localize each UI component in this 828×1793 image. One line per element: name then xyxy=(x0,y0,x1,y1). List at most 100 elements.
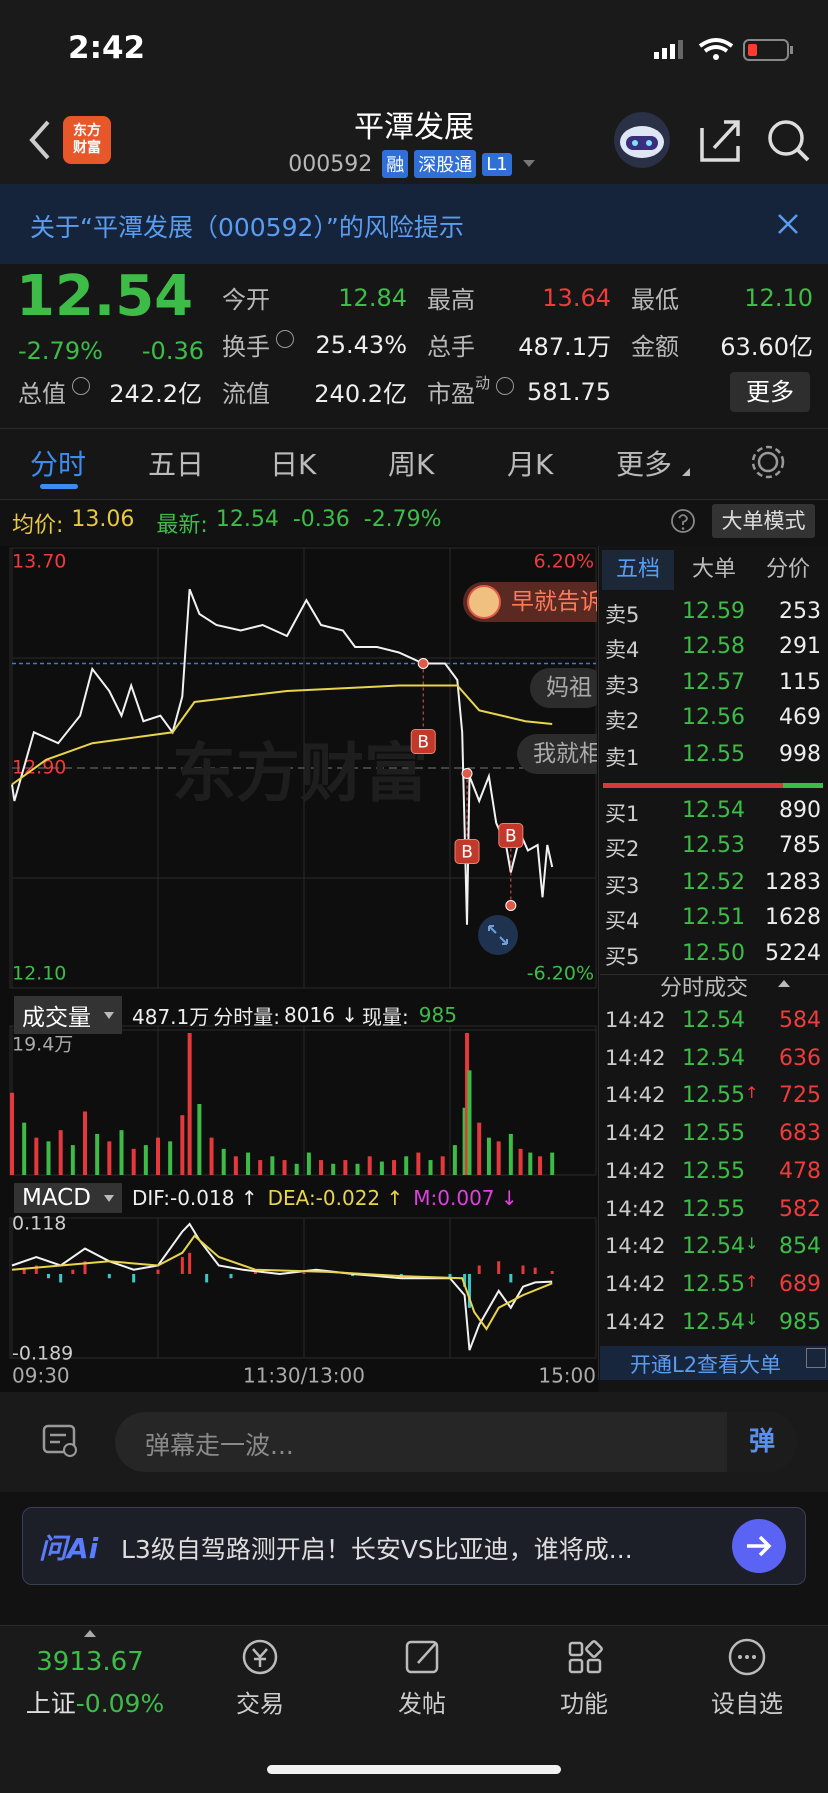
trade-volume: 689 xyxy=(779,1271,821,1297)
stat-value: 240.2亿 xyxy=(314,380,407,408)
danmaku-text: 我就相 xyxy=(533,741,597,767)
robot-button[interactable] xyxy=(614,112,670,168)
index-value[interactable]: 3913.67 xyxy=(36,1647,144,1677)
book-volume: 5224 xyxy=(765,941,821,966)
trades-title: 分时成交 xyxy=(660,976,749,1001)
expand-arrow[interactable] xyxy=(82,1628,98,1638)
trade-time: 14:42 xyxy=(605,1121,666,1146)
book-price: 12.52 xyxy=(682,870,745,895)
quote-bg xyxy=(0,264,828,428)
danmaku-bubble: 早就告诉 xyxy=(463,582,597,622)
trade-time: 14:42 xyxy=(605,1271,666,1296)
indicator-value: 现量: xyxy=(362,1004,409,1029)
info-icon[interactable] xyxy=(276,329,294,348)
stat: 总手 487.1万 xyxy=(427,327,611,362)
tab[interactable]: 更多 xyxy=(616,448,673,481)
ratio-bar-red xyxy=(603,783,783,788)
tab[interactable]: 周K xyxy=(388,448,435,481)
nav-item[interactable]: 功能 xyxy=(560,1690,608,1718)
avg-label: 均价: xyxy=(12,513,64,538)
trade-price-value: 12.55 xyxy=(682,1158,745,1184)
mode-button[interactable]: 大单模式 xyxy=(712,504,815,538)
l2-banner[interactable]: 开通L2查看大单 xyxy=(600,1346,828,1380)
gear-icon xyxy=(751,445,785,479)
book-volume: 115 xyxy=(779,670,821,695)
logo-text: 财富 xyxy=(73,140,101,156)
risk-notice[interactable]: 关于“平潭发展（000592）”的风险提示 xyxy=(30,213,464,242)
dropdown-arrow[interactable] xyxy=(518,158,540,170)
book-label: 买3 xyxy=(605,874,640,898)
trade-price-value: 12.54 xyxy=(682,1309,745,1335)
search-button[interactable] xyxy=(768,120,810,162)
danmaku-send[interactable]: 弹 xyxy=(727,1412,797,1472)
more-button[interactable]: 更多 xyxy=(730,372,810,412)
trades-toggle[interactable] xyxy=(778,980,790,987)
back-button[interactable] xyxy=(24,118,54,162)
ai-banner[interactable]: 问Ai L3级自驾路测开启！长安VS比亚迪，谁将成... xyxy=(22,1507,806,1585)
info-icon[interactable] xyxy=(496,376,515,395)
avatar xyxy=(467,585,501,619)
stat-label: 总值 xyxy=(18,374,90,409)
book-price: 12.53 xyxy=(682,833,745,858)
nav-item[interactable]: 设自选 xyxy=(711,1690,783,1718)
settings-button[interactable] xyxy=(736,442,800,486)
close-button[interactable] xyxy=(776,212,800,236)
trade-price-value: 12.55 xyxy=(682,1196,745,1222)
code-row: 000592 融深股通 L1 xyxy=(214,150,614,178)
stat-label: 流值 xyxy=(222,374,270,409)
trade-price: 12.55 xyxy=(682,1159,745,1184)
index-name: 上证 xyxy=(25,1689,76,1718)
trade-price: 12.55 xyxy=(682,1121,745,1146)
indicator-selector[interactable]: 成交量 xyxy=(14,996,122,1034)
indicator-selector[interactable]: MACD xyxy=(14,1183,122,1213)
app-logo[interactable]: 东方 财富 xyxy=(63,116,111,164)
index-row[interactable]: 上证-0.09% xyxy=(10,1684,180,1720)
panel-tab[interactable]: 分价 xyxy=(765,557,810,582)
l2-close[interactable] xyxy=(806,1348,826,1368)
badge: 融 xyxy=(382,150,409,178)
indicator-header: MACD DIF:-0.018 ↑ DEA:-0.022 ↑ M:0.007 ↓ xyxy=(14,1183,518,1213)
info-icon[interactable] xyxy=(72,376,90,395)
trade-time: 14:42 xyxy=(605,1158,666,1183)
risk-banner[interactable] xyxy=(0,184,828,264)
ratio-bar-green xyxy=(783,783,823,788)
book-price: 12.59 xyxy=(682,599,745,624)
tab[interactable]: 日K xyxy=(270,448,317,481)
panel-tab[interactable]: 五档 xyxy=(602,550,674,590)
panel-tab[interactable]: 大单 xyxy=(691,557,736,582)
stat: 最高 13.64 xyxy=(427,280,611,315)
tab[interactable]: 分时 xyxy=(30,448,87,481)
header-bg xyxy=(0,0,828,184)
share-button[interactable] xyxy=(700,120,740,162)
trade-volume: 683 xyxy=(779,1121,821,1147)
book-label: 买4 xyxy=(605,909,640,933)
trade-price: 12.54 xyxy=(682,1008,745,1033)
danmaku-settings[interactable] xyxy=(40,1420,80,1460)
tab[interactable]: 五日 xyxy=(148,448,205,481)
indicator-value: 8016 ↓ xyxy=(284,1003,359,1027)
trade-arrow: ↑ xyxy=(744,1271,759,1291)
stat-value: 242.2亿 xyxy=(109,380,202,408)
trade-price-value: 12.55 xyxy=(682,1121,745,1147)
help-icon[interactable] xyxy=(670,508,696,534)
ai-go[interactable] xyxy=(731,1518,787,1574)
stat-label-text: 总手 xyxy=(427,333,475,361)
nav-item[interactable]: 交易 xyxy=(236,1690,284,1718)
nav-item[interactable]: 发帖 xyxy=(398,1690,446,1718)
status-icons xyxy=(654,38,793,61)
indicator-value: M:0.007 ↓ xyxy=(413,1186,518,1210)
trade-price-value: 12.54 xyxy=(682,1234,745,1260)
trade-time: 14:42 xyxy=(605,1045,666,1070)
logo-text: 东方 xyxy=(73,123,101,139)
book-price: 12.51 xyxy=(682,905,745,930)
stat: 流值 240.2亿 xyxy=(222,374,407,409)
trade-price: 12.55 ↑ xyxy=(682,1272,758,1297)
indicator-header: 成交量 487.1万 分时量: 8016 ↓ 现量: 985 xyxy=(14,996,457,1034)
tab[interactable]: 月K xyxy=(507,448,554,481)
book-price: 12.55 xyxy=(682,742,745,767)
trade-arrow: ↑ xyxy=(744,1083,759,1103)
latest-change-pct: -2.79% xyxy=(363,507,442,532)
trade-price-value: 12.55 xyxy=(682,1271,745,1297)
danmaku-input[interactable]: 弹幕走一波... 弹 xyxy=(115,1412,797,1472)
